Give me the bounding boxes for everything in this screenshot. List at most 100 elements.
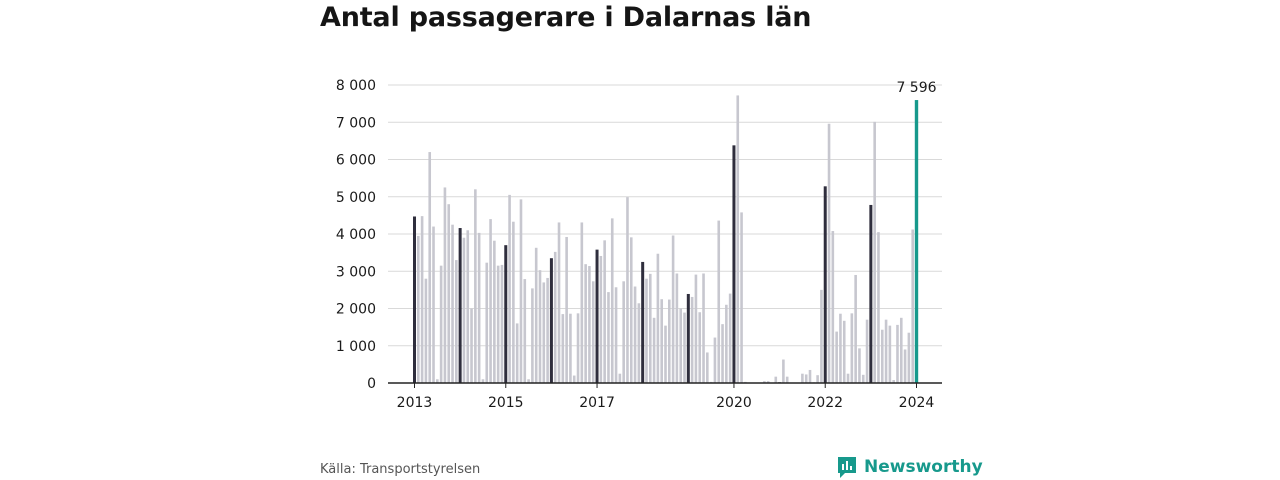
bar — [645, 278, 648, 383]
x-tick: 2024 — [899, 383, 934, 411]
bar — [702, 273, 705, 383]
bar — [565, 236, 568, 383]
y-tick: 4 000 — [336, 227, 376, 243]
bar — [835, 331, 838, 383]
bar — [508, 194, 511, 383]
bar — [474, 189, 477, 383]
bar — [683, 312, 686, 383]
bar — [690, 296, 694, 383]
bar — [846, 373, 850, 383]
bar — [420, 216, 424, 383]
bar — [546, 277, 549, 383]
brand-logo[interactable]: Newsworthy — [836, 455, 983, 479]
bar — [512, 221, 515, 383]
bar — [458, 228, 462, 383]
bar — [439, 265, 443, 383]
bar — [717, 220, 721, 383]
bar — [515, 323, 519, 383]
bar — [664, 325, 667, 383]
bar — [470, 308, 473, 383]
bar — [607, 292, 610, 383]
bar — [462, 237, 466, 383]
bar — [907, 332, 911, 383]
bar — [869, 204, 873, 383]
bar — [417, 235, 420, 383]
y-tick-label: 8 000 — [336, 78, 376, 94]
bar — [660, 299, 663, 383]
bar — [614, 287, 618, 383]
bar — [842, 320, 846, 383]
latest-bar — [914, 100, 919, 383]
y-tick: 7 000 — [336, 115, 376, 131]
bar — [595, 249, 599, 383]
y-tick-label: 4 000 — [336, 227, 376, 243]
y-tick: 0 — [367, 376, 376, 392]
gridlines — [388, 84, 942, 347]
y-tick: 3 000 — [336, 264, 376, 280]
y-tick-label: 2 000 — [336, 302, 376, 318]
bar — [801, 373, 804, 383]
bar — [447, 204, 451, 383]
bar — [485, 262, 489, 383]
bar — [706, 352, 709, 383]
x-tick: 2015 — [488, 383, 524, 411]
bar — [865, 319, 869, 383]
bar — [523, 279, 527, 383]
y-tick-label: 6 000 — [336, 153, 376, 169]
bar — [519, 199, 523, 383]
bar — [721, 324, 724, 383]
brand-name: Newsworthy — [864, 457, 983, 477]
y-tick: 6 000 — [336, 153, 376, 169]
bar — [599, 255, 603, 383]
bar — [763, 381, 766, 383]
x-tick: 2020 — [716, 383, 752, 411]
x-tick-label: 2017 — [579, 395, 615, 411]
bar — [451, 224, 454, 383]
bar — [892, 380, 895, 383]
bar — [626, 197, 629, 383]
y-tick-label: 0 — [367, 376, 376, 392]
x-tick-label: 2015 — [488, 395, 524, 411]
bar — [557, 222, 561, 383]
bars — [413, 95, 919, 384]
bar — [713, 337, 717, 383]
source-note: Källa: Transportstyrelsen — [320, 462, 481, 477]
bar — [884, 319, 888, 383]
bar — [725, 304, 728, 383]
y-tick: 2 000 — [336, 302, 376, 318]
bar — [432, 226, 435, 383]
y-tick: 1 000 — [336, 339, 376, 355]
bar — [580, 222, 584, 383]
bar — [698, 312, 702, 383]
bar — [899, 317, 903, 383]
newsworthy-logo-icon — [838, 457, 856, 478]
x-tick-label: 2022 — [807, 395, 843, 411]
bar — [455, 260, 458, 383]
bar — [610, 218, 614, 383]
x-tick: 2017 — [579, 383, 615, 411]
bar — [436, 379, 439, 383]
bar — [736, 95, 740, 384]
bar — [858, 348, 861, 383]
bar — [527, 379, 530, 383]
bar — [591, 281, 595, 383]
bar — [629, 237, 633, 383]
bar — [413, 216, 416, 383]
bar — [861, 374, 865, 383]
bar — [774, 376, 778, 383]
bar — [652, 317, 656, 383]
bar — [493, 240, 496, 383]
bar — [424, 278, 428, 383]
x-tick-label: 2020 — [716, 395, 752, 411]
bar — [603, 240, 606, 383]
bar — [481, 379, 485, 383]
bar — [622, 281, 625, 383]
bar — [679, 308, 683, 383]
bar — [888, 325, 892, 383]
bar — [903, 349, 907, 383]
bar — [694, 274, 698, 383]
bar — [823, 186, 827, 383]
bar — [820, 289, 823, 383]
bar — [428, 152, 432, 383]
